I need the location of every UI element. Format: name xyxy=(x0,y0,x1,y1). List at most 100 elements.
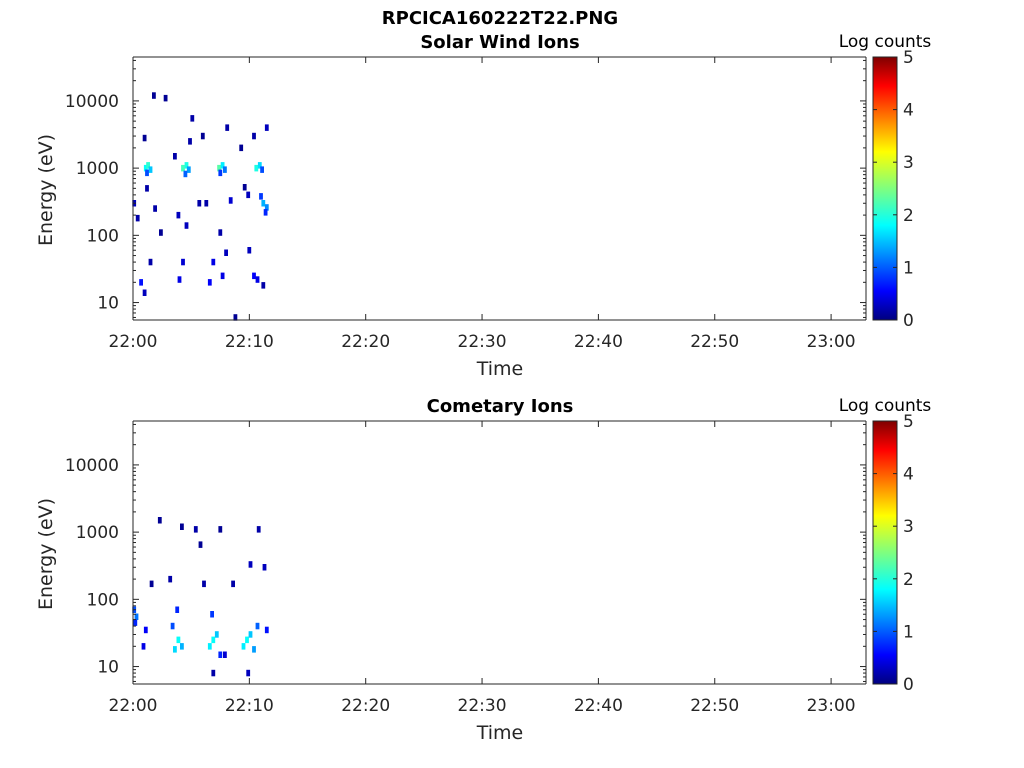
heatmap-cell xyxy=(184,222,189,229)
heatmap-cell xyxy=(148,166,153,173)
colorbar-tick-label: 2 xyxy=(903,206,914,226)
heatmap-cell xyxy=(218,229,223,236)
x-tick-label: 22:30 xyxy=(458,332,507,352)
heatmap-cell xyxy=(255,622,260,630)
colorbar-gradient xyxy=(872,56,898,321)
heatmap-cell xyxy=(256,526,261,533)
y-tick-label: 10 xyxy=(97,658,119,678)
heatmap-cell xyxy=(143,164,148,172)
heatmap-cell xyxy=(145,169,149,177)
heatmap-cell xyxy=(261,282,266,289)
panel-solar-wind: Solar Wind Ions 22:00 22:10 22:20 22:30 22:4… xyxy=(35,32,931,380)
solar-wind-plot-area: 22:00 22:10 22:20 22:30 22:40 22:50 23:00 10 100… xyxy=(65,56,867,352)
colorbar-tick-label: 5 xyxy=(903,412,914,432)
heatmap-cell xyxy=(252,646,256,653)
plot-background xyxy=(133,421,866,684)
heatmap-cell xyxy=(190,115,195,122)
x-tick-label: 22:30 xyxy=(458,696,507,716)
heatmap-cell xyxy=(176,211,181,219)
panel-cometary: Cometary Ions 22:00 22:10 22:20 22:30 22:40 2… xyxy=(35,396,931,744)
colorbar-tick-label: 5 xyxy=(903,48,914,68)
heatmap-cell xyxy=(260,166,264,173)
y-tick-label: 10000 xyxy=(65,456,119,476)
heatmap-cell xyxy=(159,229,163,236)
colorbar-label: Log counts xyxy=(839,32,932,52)
x-tick-label: 22:20 xyxy=(341,696,390,716)
heatmap-cell xyxy=(225,124,230,131)
colorbar-tick-label: 3 xyxy=(903,517,914,537)
y-axis-label: Energy (eV) xyxy=(35,134,57,246)
x-tick-label: 22:40 xyxy=(574,332,623,352)
colorbar-label: Log counts xyxy=(839,396,932,416)
heatmap-cell xyxy=(200,132,205,140)
x-tick-label: 22:10 xyxy=(225,332,274,352)
heatmap-cell xyxy=(143,626,148,634)
heatmap-cell xyxy=(145,185,149,192)
heatmap-cell xyxy=(220,272,225,280)
heatmap-cell xyxy=(217,164,221,172)
y-tick-label: 100 xyxy=(87,226,119,246)
heatmap-cell xyxy=(207,279,212,286)
heatmap-cell xyxy=(223,651,227,658)
heatmap-cell xyxy=(248,631,253,638)
heatmap-cell xyxy=(148,258,153,266)
heatmap-cell xyxy=(173,153,177,160)
y-tick-label: 10 xyxy=(97,294,119,314)
heatmap-cell xyxy=(252,272,256,280)
heatmap-cell xyxy=(197,200,202,207)
heatmap-cell xyxy=(214,631,219,638)
heatmap-cell xyxy=(173,646,177,653)
heatmap-cell xyxy=(246,191,251,199)
heatmap-cell xyxy=(255,276,260,283)
heatmap-cell xyxy=(141,643,146,650)
heatmap-cell xyxy=(231,580,235,588)
panel-title: Solar Wind Ions xyxy=(420,32,579,53)
heatmap-cell xyxy=(211,258,216,266)
heatmap-cell xyxy=(262,564,267,571)
heatmap-cell xyxy=(139,279,143,286)
x-tick-label: 23:00 xyxy=(807,696,856,716)
x-tick-label: 22:00 xyxy=(109,696,158,716)
heatmap-cell xyxy=(207,643,212,650)
x-tick-label: 22:00 xyxy=(109,332,158,352)
x-axis-label: Time xyxy=(476,722,524,744)
heatmap-cell xyxy=(135,214,140,222)
heatmap-cell xyxy=(180,643,184,650)
heatmap-cell xyxy=(242,184,247,191)
heatmap-cell xyxy=(142,134,147,142)
cometary-colorbar: 0 1 2 3 4 5 xyxy=(872,412,914,695)
y-tick-label: 10000 xyxy=(65,92,119,112)
heatmap-cell xyxy=(220,162,225,169)
x-tick-label: 22:10 xyxy=(225,696,274,716)
heatmap-cell xyxy=(184,162,189,169)
x-tick-label: 23:00 xyxy=(807,332,856,352)
y-tick-label: 100 xyxy=(87,590,119,610)
heatmap-cell xyxy=(175,606,180,613)
heatmap-cell xyxy=(263,209,268,216)
heatmap-cell xyxy=(134,613,139,620)
heatmap-cell xyxy=(239,144,244,152)
heatmap-cell xyxy=(218,526,223,533)
heatmap-cell xyxy=(177,276,182,283)
heatmap-cell xyxy=(245,636,249,644)
heatmap-cell xyxy=(264,626,269,634)
y-axis-label: Energy (eV) xyxy=(35,498,57,610)
heatmap-cell xyxy=(142,289,147,296)
heatmap-cell xyxy=(254,164,259,172)
heatmap-cell xyxy=(257,162,262,169)
panel-title: Cometary Ions xyxy=(427,396,574,417)
y-tick-label: 1000 xyxy=(76,159,119,179)
colorbar-tick-label: 4 xyxy=(903,465,914,485)
heatmap-cell xyxy=(186,166,191,173)
heatmap-cell xyxy=(198,541,203,548)
heatmap-cell xyxy=(188,138,192,145)
heatmap-cell xyxy=(264,124,269,131)
heatmap-cell xyxy=(146,162,150,169)
heatmap-cell xyxy=(218,651,223,658)
heatmap-cell xyxy=(228,197,233,204)
figure-title: RPCICA160222T22.PNG xyxy=(382,8,618,29)
heatmap-cell xyxy=(170,622,175,630)
heatmap-cell xyxy=(193,526,198,533)
heatmap-cell xyxy=(247,247,252,254)
solar-wind-colorbar: 0 1 2 3 4 5 xyxy=(872,48,914,331)
